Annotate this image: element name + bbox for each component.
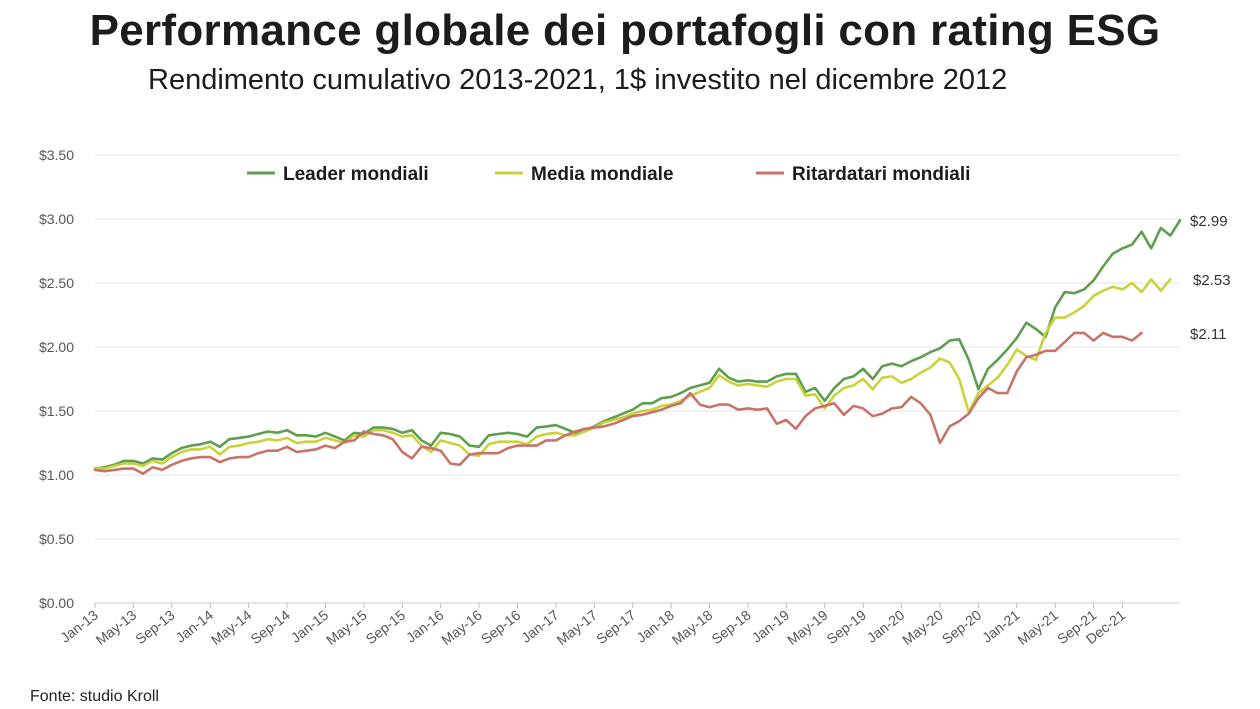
x-tick-label: Jan-20 <box>864 607 908 646</box>
x-tick-label: May-13 <box>93 607 140 648</box>
x-tick-label: Sep-18 <box>708 607 754 648</box>
x-tick-label: Sep-13 <box>132 607 178 648</box>
x-tick-label: Jan-17 <box>518 607 562 646</box>
end-value-label: $2.53 <box>1193 272 1231 289</box>
y-tick-label: $2.50 <box>39 275 74 291</box>
x-tick-label: Jan-18 <box>633 607 677 646</box>
x-tick-label: Sep-16 <box>478 607 524 648</box>
x-tick-label: May-16 <box>438 607 485 648</box>
x-tick-label: May-14 <box>208 607 255 648</box>
x-tick-label: Jan-21 <box>979 607 1023 646</box>
x-tick-label: May-15 <box>323 607 370 648</box>
x-tick-label: Jan-19 <box>749 607 793 646</box>
x-tick-label: Jan-15 <box>288 607 332 646</box>
source-note: Fonte: studio Kroll <box>30 688 159 705</box>
series-line-0 <box>93 219 1182 470</box>
y-tick-label: $0.00 <box>39 595 74 611</box>
series-lines <box>93 219 1182 476</box>
x-tick-label: May-20 <box>899 607 946 648</box>
x-tick-label: May-19 <box>784 607 831 648</box>
x-tick-label: May-18 <box>669 607 716 648</box>
y-tick-label: $1.50 <box>39 403 74 419</box>
y-tick-label: $3.50 <box>39 147 74 163</box>
legend-label: Ritardatari mondiali <box>792 164 970 185</box>
y-tick-label: $3.00 <box>39 211 74 227</box>
y-axis: $0.00 $0.50 $1.00 $1.50 $2.00 $2.50 $3.00 $3.50 <box>39 147 74 611</box>
x-axis: Jan-13May-13Sep-13Jan-14May-14Sep-14Jan-… <box>57 603 1128 648</box>
grid-lines <box>95 154 1180 604</box>
x-tick-label: Jan-16 <box>403 607 447 646</box>
x-tick-label: Sep-14 <box>247 607 293 648</box>
legend-label: Leader mondiali <box>283 164 429 185</box>
x-tick-label: Jan-13 <box>57 607 101 646</box>
series-line-2 <box>93 331 1143 476</box>
y-tick-label: $1.00 <box>39 467 74 483</box>
y-tick-label: $0.50 <box>39 531 74 547</box>
end-labels: $2.99 $2.53 $2.11 <box>1190 213 1231 343</box>
x-tick-label: May-17 <box>553 607 600 648</box>
series-line-1 <box>93 277 1172 470</box>
chart-title: Performance globale dei portafogli con r… <box>89 6 1161 55</box>
x-tick-label: Sep-20 <box>939 607 985 648</box>
y-tick-label: $2.00 <box>39 339 74 355</box>
legend: Leader mondiali Media mondiale Ritardatari… <box>247 164 970 185</box>
legend-label: Media mondiale <box>531 164 674 185</box>
x-tick-label: Jan-14 <box>172 607 216 646</box>
x-tick-label: Sep-17 <box>593 607 639 648</box>
end-value-label: $2.99 <box>1190 213 1228 230</box>
end-value-label: $2.11 <box>1190 326 1226 343</box>
x-tick-label: Sep-19 <box>824 607 870 648</box>
chart-subtitle: Rendimento cumulativo 2013-2021, 1$ inve… <box>148 64 1008 96</box>
x-tick-label: Sep-15 <box>363 607 409 648</box>
x-tick-label: May-21 <box>1014 607 1061 648</box>
